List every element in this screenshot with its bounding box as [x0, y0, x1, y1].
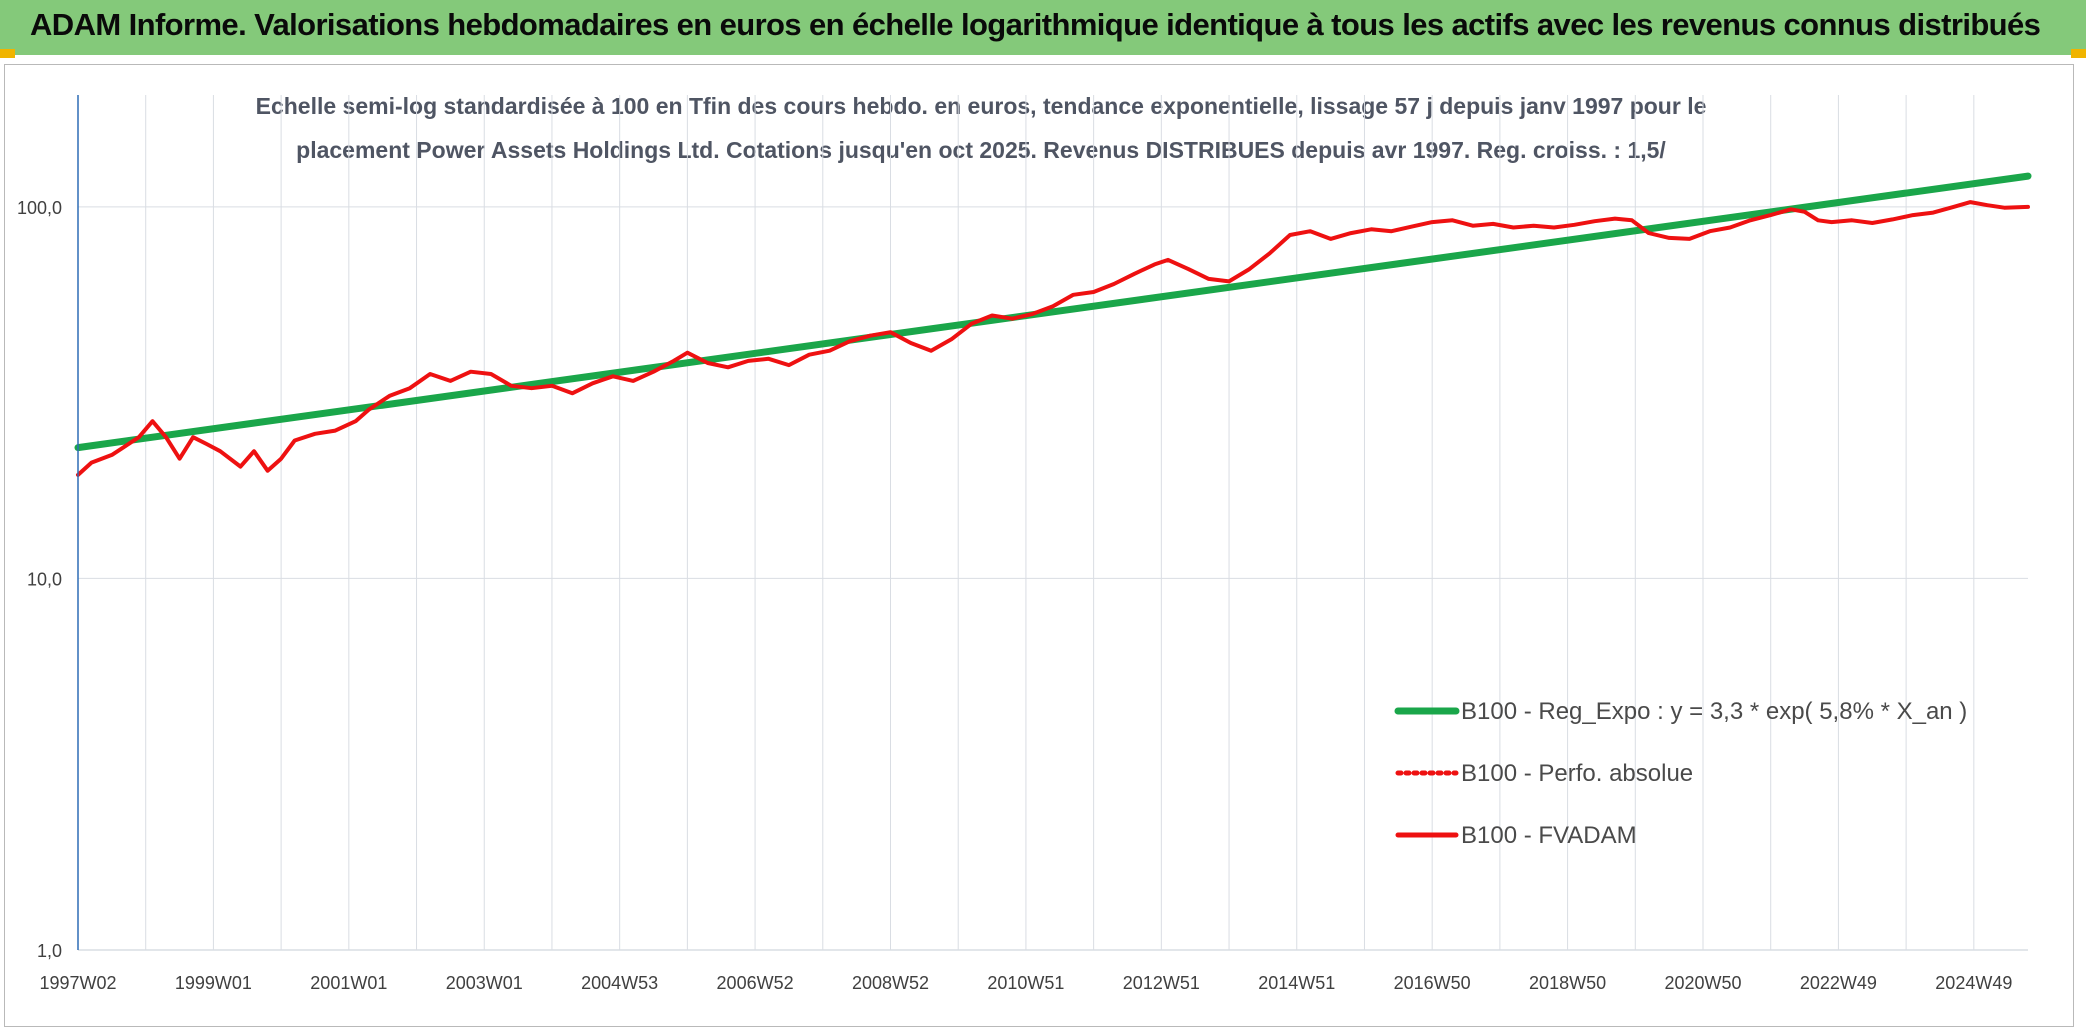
chart-title-line-1: Echelle semi-log standardisée à 100 en T…	[256, 93, 1707, 119]
legend: B100 - Reg_Expo : y = 3,3 * exp( 5,8% * …	[1394, 698, 1967, 849]
y-axis-tick-labels: 1,0 10,0 100,0	[17, 198, 62, 961]
legend-label: B100 - Reg_Expo : y = 3,3 * exp( 5,8% * …	[1461, 698, 1967, 725]
x-tick-label: 2020W50	[1664, 973, 1741, 993]
chart-frame: Echelle semi-log standardisée à 100 en T…	[4, 64, 2074, 1027]
series-lines	[74, 172, 2032, 477]
x-tick-label: 2010W51	[987, 973, 1064, 993]
x-tick-label: 2004W53	[581, 973, 658, 993]
x-tick-label: 1999W01	[175, 973, 252, 993]
y-tick-label: 100,0	[17, 198, 62, 218]
chart-title: Echelle semi-log standardisée à 100 en T…	[256, 93, 1707, 163]
legend-label: B100 - Perfo. absolue	[1461, 760, 1693, 787]
fvadam-line	[76, 200, 2030, 477]
legend-label: B100 - FVADAM	[1461, 822, 1637, 849]
report-title: ADAM Informe. Valorisations hebdomadaire…	[30, 7, 2041, 42]
y-tick-label: 1,0	[37, 941, 62, 961]
corner-marker-top-right	[2071, 49, 2086, 58]
x-tick-label: 2006W52	[717, 973, 794, 993]
x-tick-label: 2012W51	[1123, 973, 1200, 993]
x-tick-label: 1997W02	[39, 973, 116, 993]
gridlines	[77, 95, 2028, 951]
x-axis-tick-labels: 1997W02 1999W01 2001W01 2003W01 2004W53 2006W…	[39, 973, 2012, 993]
trend-line	[74, 172, 2032, 452]
corner-marker-top-left	[0, 49, 15, 58]
report-banner: ADAM Informe. Valorisations hebdomadaire…	[0, 0, 2086, 58]
x-tick-label: 2018W50	[1529, 973, 1606, 993]
y-tick-label: 10,0	[27, 569, 62, 589]
x-tick-label: 2016W50	[1394, 973, 1471, 993]
x-tick-label: 2003W01	[446, 973, 523, 993]
chart-title-line-2: placement Power Assets Holdings Ltd. Cot…	[296, 137, 1666, 163]
x-tick-label: 2008W52	[852, 973, 929, 993]
chart-canvas: Echelle semi-log standardisée à 100 en T…	[17, 93, 2032, 993]
x-tick-label: 2024W49	[1935, 973, 2012, 993]
x-tick-label: 2022W49	[1800, 973, 1877, 993]
x-tick-label: 2001W01	[310, 973, 387, 993]
x-tick-label: 2014W51	[1258, 973, 1335, 993]
